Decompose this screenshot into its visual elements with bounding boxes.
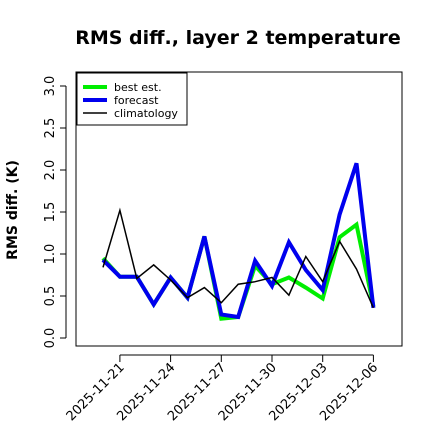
plot-frame bbox=[75, 71, 403, 347]
y-tick-label: 3.0 bbox=[43, 76, 58, 97]
series-group bbox=[101, 162, 376, 321]
y-tick-label: 1.5 bbox=[43, 202, 58, 223]
legend-entry: forecast bbox=[114, 94, 159, 107]
chart-title: RMS diff., layer 2 temperature bbox=[75, 27, 401, 49]
y-tick-label: 0.5 bbox=[43, 286, 58, 307]
legend-entry: climatology bbox=[114, 107, 178, 120]
series-line-forecast bbox=[101, 162, 376, 320]
y-tick-label: 2.5 bbox=[43, 118, 58, 139]
series-line-climatology bbox=[102, 207, 375, 309]
y-tick-label: 1.0 bbox=[43, 244, 58, 265]
legend-entry: best est. bbox=[114, 81, 162, 94]
y-tick-label: 2.0 bbox=[43, 160, 58, 181]
y-axis-label: RMS diff. (K) bbox=[5, 160, 21, 260]
y-tick-label: 0.0 bbox=[43, 328, 58, 349]
